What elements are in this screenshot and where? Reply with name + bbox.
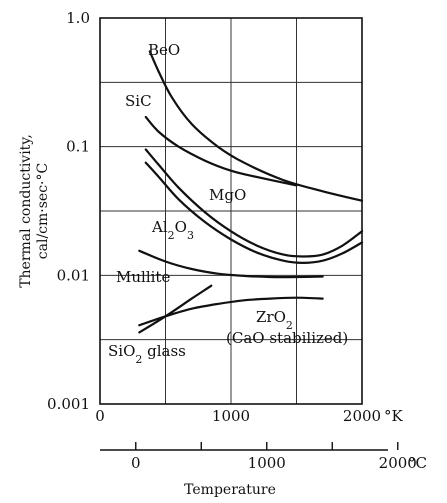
x-tick-label-c-1: 1000 (248, 454, 286, 472)
series-line-al2o3 (144, 161, 364, 265)
series-line-mullite (138, 249, 324, 279)
x-tick-label-c-2: 2000 (379, 454, 417, 472)
y-tick-label-1: 0.1 (66, 138, 90, 156)
series-line-sic (144, 115, 298, 187)
celsius-unit-label: °C (408, 454, 427, 472)
series-line-sio2-glass (138, 284, 213, 334)
label-mgo: MgO (209, 186, 246, 204)
y-axis-title-line2: cal/cm·sec·°C (35, 163, 51, 259)
series-lines (138, 50, 364, 334)
celsius-ticks: 0 1000 2000 (131, 442, 417, 472)
x-tick-label-k-0: 0 (95, 407, 105, 425)
label-zro2: ZrO2 (256, 308, 293, 332)
x-axis-title: Temperature (184, 482, 276, 498)
x-tick-label-k-2: 2000 (343, 407, 381, 425)
x-tick-label-c-0: 0 (131, 454, 141, 472)
series-line-mgo (144, 148, 364, 258)
y-tick-label-0: 1.0 (66, 9, 90, 27)
series-labels: BeO SiC MgO Al2O3 Mullite ZrO2(CaO stabilized… (108, 41, 348, 366)
kelvin-unit-label: °K (384, 407, 404, 425)
tick-labels: 1.0 0.1 0.01 0.001 0 1000 2000 (47, 9, 381, 425)
y-tick-label-2: 0.01 (57, 266, 90, 284)
series-line-beo (148, 50, 364, 202)
label-beo: BeO (148, 41, 180, 59)
label-cao-stabilized: (CaO stabilized) (226, 329, 348, 347)
y-tick-label-3: 0.001 (47, 395, 90, 413)
label-sio2-glass: SiO2 glass (108, 342, 186, 366)
x-tick-label-k-1: 1000 (212, 407, 250, 425)
label-sic: SiC (125, 92, 152, 110)
y-axis-title-line1: Thermal conductivity, (18, 134, 34, 288)
plot-frame (99, 17, 363, 405)
label-al2o3: Al2O3 (151, 218, 194, 242)
label-mullite: Mullite (116, 268, 170, 286)
